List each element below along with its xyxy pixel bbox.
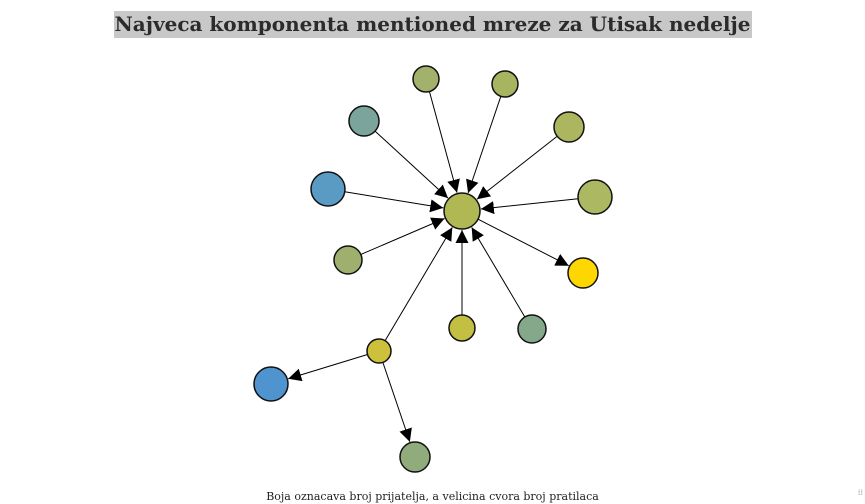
graph-node-n10[interactable] bbox=[517, 314, 547, 344]
edge-n10-to-center bbox=[471, 227, 526, 318]
graph-node-n1[interactable] bbox=[412, 65, 440, 93]
edge-layer bbox=[288, 91, 579, 443]
graph-node-hub[interactable] bbox=[366, 338, 392, 364]
edge-hub-to-n12 bbox=[288, 354, 368, 382]
edge-center-to-n8 bbox=[477, 218, 569, 267]
graph-node-n8[interactable] bbox=[567, 257, 599, 289]
title-wrap: Najveca komponenta mentioned mreze za Ut… bbox=[0, 11, 865, 38]
graph-node-n13[interactable] bbox=[399, 441, 431, 473]
graph-node-n2[interactable] bbox=[491, 70, 519, 98]
edge-n2-to-center bbox=[466, 96, 502, 194]
edge-hub-to-center bbox=[384, 227, 453, 341]
graph-node-n6[interactable] bbox=[577, 179, 613, 215]
graph-node-n9[interactable] bbox=[448, 314, 476, 342]
graph-node-center[interactable] bbox=[443, 192, 481, 230]
edge-n1-to-center bbox=[428, 91, 460, 193]
edge-n3-to-center bbox=[374, 130, 449, 199]
resize-grip-icon[interactable]: ⁞⁞ bbox=[857, 488, 863, 497]
edge-n5-to-center bbox=[344, 191, 444, 213]
graph-node-n3[interactable] bbox=[348, 105, 380, 137]
edge-n6-to-center bbox=[480, 198, 579, 215]
node-layer bbox=[253, 65, 613, 473]
edge-n7-to-center bbox=[360, 217, 445, 255]
graph-node-n7[interactable] bbox=[333, 245, 363, 275]
edge-hub-to-n13 bbox=[382, 362, 412, 443]
graph-caption: Boja oznacava broj prijatelja, a velicin… bbox=[266, 490, 599, 503]
graph-node-n4[interactable] bbox=[553, 111, 585, 143]
graph-node-n12[interactable] bbox=[253, 366, 289, 402]
graph-node-n5[interactable] bbox=[310, 171, 346, 207]
chart-title: Najveca komponenta mentioned mreze za Ut… bbox=[113, 11, 752, 38]
edge-n4-to-center bbox=[476, 135, 558, 200]
